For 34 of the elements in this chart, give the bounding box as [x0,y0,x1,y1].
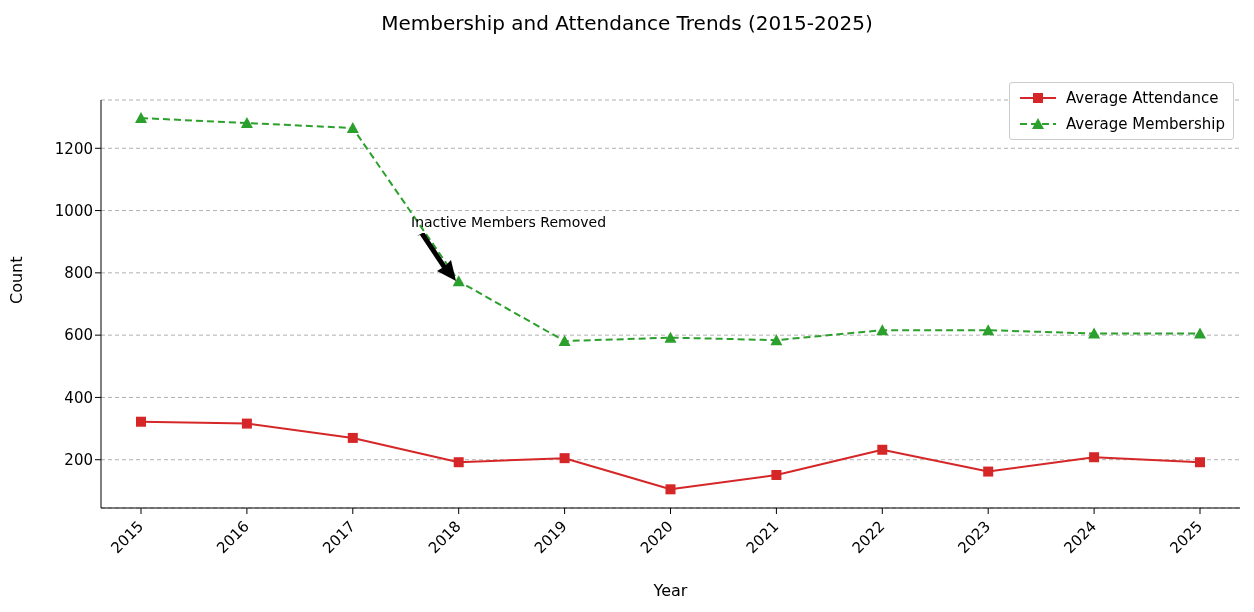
y-tick-label: 400 [64,388,93,407]
y-tick-label: 1000 [54,201,93,220]
y-tick-label: 200 [64,451,93,470]
point [346,122,359,134]
point [453,457,464,468]
point [558,335,571,347]
point [877,444,888,455]
point [452,275,465,287]
point [771,469,782,480]
y-tick-label: 1200 [54,139,93,158]
point [665,484,676,495]
point [1195,457,1205,468]
legend-label: Average Attendance [1065,89,1219,107]
legend-label: Average Membership [1065,115,1225,133]
point [770,334,783,346]
point [1089,452,1100,463]
point [135,112,147,124]
y-axis-title: Count [6,256,26,304]
annotation: Inactive Members Removed [411,214,607,230]
point [559,453,570,464]
point [983,466,994,477]
chart-title: Membership and Attendance Trends (2015-2025) [380,10,874,37]
point [240,117,253,129]
point [664,331,677,343]
point [241,418,252,429]
point [1088,327,1101,339]
y-tick-label: 800 [64,264,93,283]
x-axis-title: Year [652,581,688,600]
point [1194,327,1206,339]
y-tick-label: 600 [64,326,93,345]
point [982,324,995,336]
point [136,416,146,427]
point [347,432,358,443]
point [876,324,889,336]
